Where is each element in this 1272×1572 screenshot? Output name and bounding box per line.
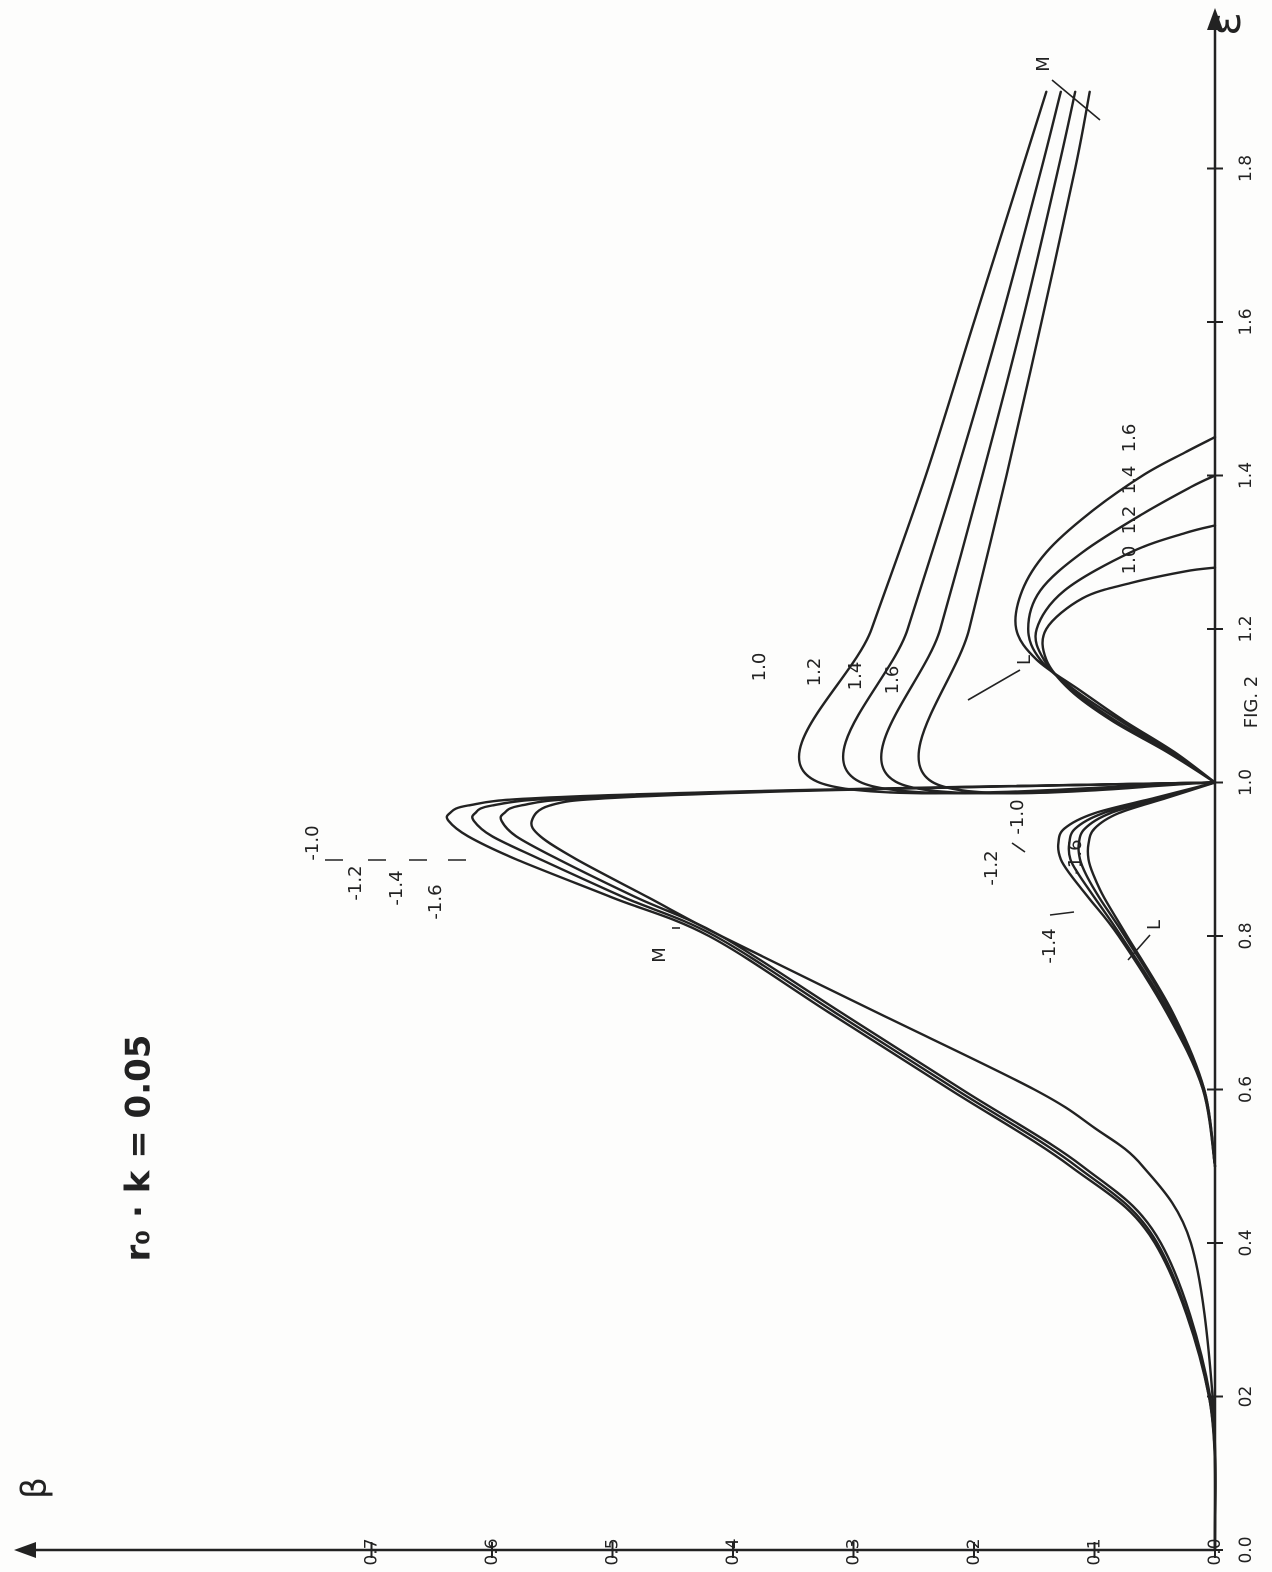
y-tick-label: 0.7 xyxy=(362,1538,382,1565)
y-tick-label: 0.0 xyxy=(1205,1538,1225,1565)
curve-labels: -1.0-1.2 -1.4 -1.6-1.0-1.2-1.4-1.61.0 1.2 1.… xyxy=(302,56,1165,963)
label-M-left-neg1p4: -1.4 xyxy=(386,870,407,905)
curve-L-left-neg1p2 xyxy=(1067,781,1217,1168)
curves xyxy=(445,90,1217,1552)
axes xyxy=(14,8,1223,1558)
tick-marks: 0.0 02 0.4 0.6 0.8 1.0 1.2 1.4 1.6 1.8 0.0 0.1 0.2 0.… xyxy=(362,155,1257,1566)
x-tick-label: 02 xyxy=(1236,1386,1256,1408)
label-M-left-neg1p6: -1.6 xyxy=(425,884,446,919)
leader-line xyxy=(1051,79,1101,121)
curve-M-right-1p0 xyxy=(797,90,1217,795)
label-M-right-1p0: 1.0 xyxy=(749,653,770,682)
x-tick-label: 0.0 xyxy=(1236,1536,1256,1563)
label-M-right-1p4: 1.4 xyxy=(845,662,866,691)
curve-L-right-1p6 xyxy=(1014,435,1217,784)
y-tick-label: 0.1 xyxy=(1085,1538,1105,1565)
curve-M-left-neg1p6 xyxy=(530,781,1217,1552)
label-L-left-neg1p4: -1.4 xyxy=(1039,928,1060,963)
figure-label: FIG. 2 xyxy=(1241,676,1262,729)
curve-L-left-neg1p6 xyxy=(1086,781,1217,1168)
y-tick-label: 0.3 xyxy=(844,1538,864,1565)
curve-M-right-1p4 xyxy=(880,90,1217,795)
y-tick-label: 0.4 xyxy=(723,1538,743,1565)
label-L-right-1p4: 1.4 xyxy=(1119,466,1140,495)
parameter-label: r₀ · k = 0.05 xyxy=(119,1035,159,1262)
family-label-L: L xyxy=(1144,920,1165,930)
family-label-M: M xyxy=(649,947,670,963)
family-label-M: M xyxy=(1033,56,1054,72)
x-axis-arrowhead xyxy=(1207,8,1223,30)
curve-M-right-1p2 xyxy=(842,90,1217,795)
x-tick-label: 0.8 xyxy=(1236,922,1256,949)
label-M-right-1p6: 1.6 xyxy=(882,666,903,695)
label-M-left-neg1p2: -1.2 xyxy=(345,865,366,900)
curve-M-left-neg1p4 xyxy=(499,781,1217,1552)
x-tick-label: 1.0 xyxy=(1236,769,1256,796)
label-L-right-1p2: 1.2 xyxy=(1119,506,1140,535)
x-axis-label: ε xyxy=(1200,12,1251,36)
leader-line xyxy=(1049,911,1075,916)
x-tick-label: 1.4 xyxy=(1236,462,1256,489)
label-L-left-neg1p0: -1.0 xyxy=(1007,799,1028,834)
label-L-right-1p0: 1.0 xyxy=(1119,546,1140,575)
y-axis-arrowhead xyxy=(14,1542,36,1558)
curve-L-right-1p4 xyxy=(1027,474,1217,784)
x-tick-label: 1.6 xyxy=(1236,308,1256,335)
curve-L-right-1p0 xyxy=(1041,566,1217,784)
leader-line xyxy=(1127,934,1151,961)
x-tick-label: 1.8 xyxy=(1236,155,1256,182)
label-M-left-neg1p0: -1.0 xyxy=(302,825,323,860)
label-L-right-1p6: 1.6 xyxy=(1119,424,1140,453)
label-L-left-neg1p2: -1.2 xyxy=(981,850,1002,885)
label-L-left-neg1p6: -1.6 xyxy=(1065,839,1086,874)
x-tick-label: 0.4 xyxy=(1236,1229,1256,1256)
curve-L-right-1p2 xyxy=(1034,524,1217,784)
x-tick-label: 0.6 xyxy=(1236,1076,1256,1103)
curve-M-right-1p6 xyxy=(917,90,1217,795)
family-label-L: L xyxy=(1014,655,1035,665)
y-tick-label: 0.6 xyxy=(482,1538,502,1565)
leader-line xyxy=(1011,842,1026,853)
leader-line xyxy=(967,669,1021,701)
x-tick-label: 1.2 xyxy=(1236,615,1256,642)
y-tick-label: 0.2 xyxy=(964,1538,984,1565)
y-tick-label: 0.5 xyxy=(603,1538,623,1565)
label-M-right-1p2: 1.2 xyxy=(804,658,825,687)
curve-L-left-neg1p0 xyxy=(1056,781,1217,1168)
text-labels: ε β r₀ · k = 0.05 FIG. 2 xyxy=(15,12,1263,1499)
y-axis-label: β xyxy=(15,1477,55,1499)
